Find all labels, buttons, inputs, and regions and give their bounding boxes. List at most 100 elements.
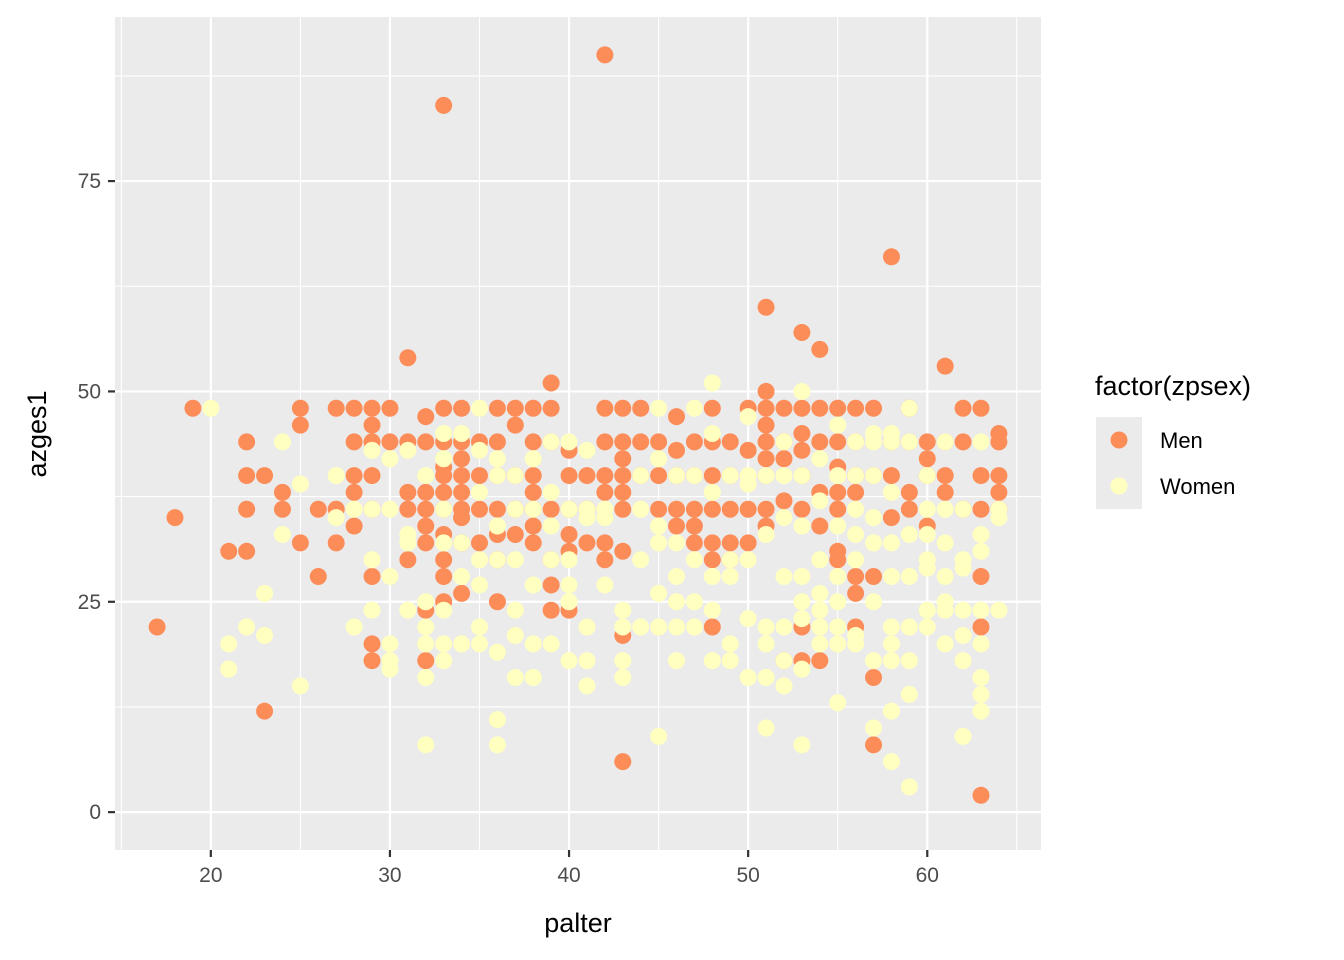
point-men xyxy=(273,483,291,501)
point-men xyxy=(399,349,417,367)
point-men xyxy=(524,433,542,451)
point-men xyxy=(793,441,811,459)
point-women xyxy=(560,500,578,518)
point-women xyxy=(488,450,506,468)
point-men xyxy=(596,399,614,417)
point-men xyxy=(847,584,865,602)
point-women xyxy=(847,551,865,569)
point-men xyxy=(470,467,488,485)
point-women xyxy=(363,551,381,569)
point-women xyxy=(954,559,972,577)
point-men xyxy=(453,467,471,485)
point-women xyxy=(918,618,936,636)
x-tick-label: 60 xyxy=(916,864,939,887)
point-women xyxy=(488,467,506,485)
point-men xyxy=(632,433,650,451)
point-men xyxy=(238,500,256,518)
point-women xyxy=(256,626,274,644)
point-women xyxy=(417,736,435,754)
point-women xyxy=(954,652,972,670)
point-women xyxy=(918,467,936,485)
point-women xyxy=(972,702,990,720)
point-women xyxy=(882,483,900,501)
point-women xyxy=(793,568,811,586)
point-women xyxy=(829,517,847,535)
point-women xyxy=(453,568,471,586)
point-women xyxy=(488,551,506,569)
point-men xyxy=(542,576,560,594)
point-men xyxy=(542,399,560,417)
point-women xyxy=(900,568,918,586)
point-women xyxy=(918,500,936,518)
point-women xyxy=(650,450,668,468)
point-women xyxy=(256,584,274,602)
point-men xyxy=(757,399,775,417)
point-women xyxy=(918,601,936,619)
point-men xyxy=(345,399,363,417)
point-men xyxy=(847,483,865,501)
point-women xyxy=(560,593,578,611)
point-men xyxy=(596,534,614,552)
point-women xyxy=(614,652,632,670)
point-women xyxy=(578,677,596,695)
point-women xyxy=(703,425,721,442)
point-men xyxy=(309,500,327,518)
point-men xyxy=(238,433,256,451)
point-men xyxy=(936,483,954,501)
point-men xyxy=(847,399,865,417)
point-women xyxy=(918,559,936,577)
point-men xyxy=(417,534,435,552)
point-men xyxy=(417,483,435,501)
point-women xyxy=(668,467,686,485)
point-women xyxy=(560,576,578,594)
point-women xyxy=(542,483,560,501)
point-women xyxy=(327,509,345,527)
legend-label-women: Women xyxy=(1160,474,1235,499)
point-women xyxy=(936,635,954,653)
point-men xyxy=(900,483,918,501)
point-men xyxy=(614,467,632,485)
point-men xyxy=(865,669,883,687)
point-women xyxy=(417,635,435,653)
point-men xyxy=(148,618,166,636)
point-women xyxy=(775,467,793,485)
point-women xyxy=(650,727,668,745)
point-men xyxy=(435,399,453,417)
point-women xyxy=(703,568,721,586)
point-women xyxy=(435,534,453,552)
point-men xyxy=(488,399,506,417)
point-men xyxy=(524,399,542,417)
point-women xyxy=(470,576,488,594)
point-men xyxy=(739,534,757,552)
point-men xyxy=(596,467,614,485)
point-men xyxy=(399,483,417,501)
point-women xyxy=(399,534,417,552)
point-women xyxy=(972,433,990,451)
point-men xyxy=(327,399,345,417)
point-women xyxy=(685,467,703,485)
point-women xyxy=(900,433,918,451)
point-women xyxy=(202,399,220,417)
point-men xyxy=(363,467,381,485)
point-women xyxy=(524,500,542,518)
point-women xyxy=(524,669,542,687)
point-men xyxy=(811,340,829,358)
point-women xyxy=(560,652,578,670)
point-men xyxy=(811,517,829,535)
point-women xyxy=(345,618,363,636)
point-men xyxy=(309,568,327,586)
point-women xyxy=(524,450,542,468)
point-men xyxy=(757,416,775,434)
point-women xyxy=(775,433,793,451)
point-women xyxy=(703,652,721,670)
point-women xyxy=(721,467,739,485)
point-women xyxy=(506,467,524,485)
point-men xyxy=(703,467,721,485)
point-women xyxy=(865,593,883,611)
point-men xyxy=(829,399,847,417)
point-men xyxy=(417,500,435,518)
point-women xyxy=(542,551,560,569)
point-women xyxy=(506,626,524,644)
point-men xyxy=(757,433,775,451)
point-women xyxy=(506,669,524,687)
